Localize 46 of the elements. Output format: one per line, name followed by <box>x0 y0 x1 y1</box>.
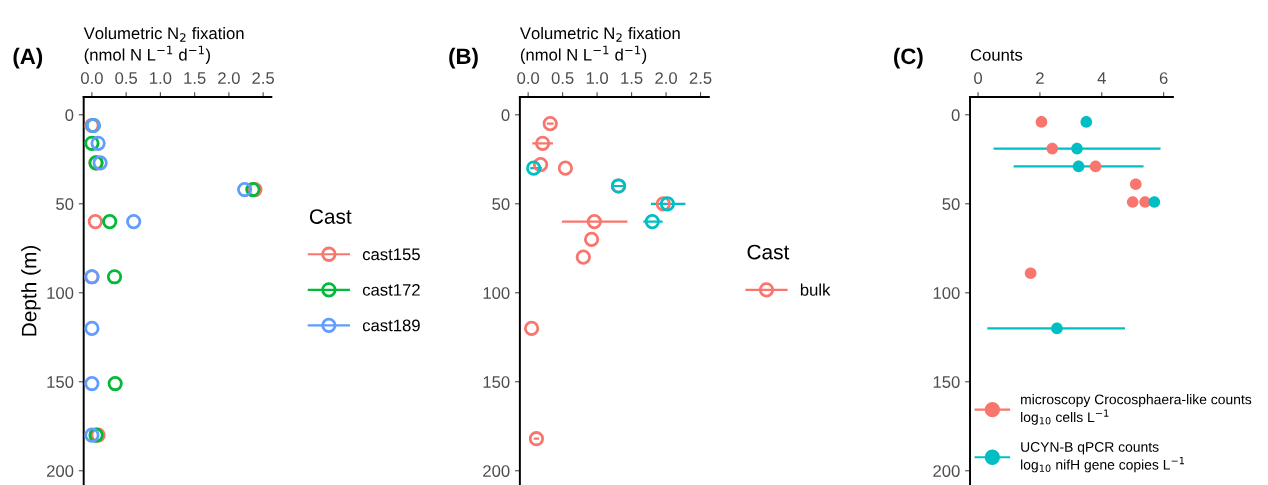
legend-label: cast172 <box>362 283 420 296</box>
legend-title: Cast <box>747 244 790 260</box>
text: Volumetric N$_{2}$ fixation (nmol N L$^{−1}$ d$^{−1}$) <box>83 27 244 64</box>
y-tick-label: 0 <box>65 109 74 121</box>
legend-title: Cast <box>309 209 352 224</box>
y-tick-label: 100 <box>47 287 74 299</box>
y-tick-label: 0 <box>501 109 510 121</box>
chart-title: (C) <box>894 47 923 69</box>
y-tick-label: 0 <box>951 109 960 121</box>
x-tick-label: 2.0 <box>655 72 677 84</box>
x-tick-label: 2.5 <box>689 72 712 84</box>
y-tick-label: 50 <box>56 198 74 210</box>
x-tick-label: 2.5 <box>252 72 275 84</box>
x-tick-label: 4 <box>1097 72 1106 84</box>
y-tick-label: 200 <box>933 465 960 477</box>
legend-label: UCYN-B qPCR counts log$_{10}$ nifH gene copies L$^{−1}$ <box>1021 442 1185 473</box>
x-tick-label: 0 <box>974 72 983 84</box>
y-tick-label: 50 <box>942 198 960 210</box>
y-tick-label: 150 <box>47 376 74 388</box>
y-tick-label: 150 <box>483 376 510 388</box>
x-tick-label: 0.0 <box>517 72 540 84</box>
x-tick-label: 0.0 <box>80 72 103 84</box>
y-tick-label: 100 <box>933 287 960 299</box>
x-tick-label: 1.0 <box>150 72 172 84</box>
x-tick-label: 0.5 <box>115 72 138 84</box>
chart-title: (B) <box>449 47 478 69</box>
x-tick-label: 1.0 <box>586 72 609 84</box>
x-tick-label: 2.0 <box>218 72 240 84</box>
legend-label: cast155 <box>362 248 420 261</box>
legend-label: cast189 <box>362 319 420 332</box>
y-axis-title: Depth (m) <box>21 245 41 336</box>
x-tick-label: 2 <box>1036 72 1044 84</box>
y-tick-label: 150 <box>933 376 960 388</box>
y-tick-label: 200 <box>47 465 74 477</box>
x-tick-label: 1.5 <box>184 72 206 84</box>
y-tick-label: 200 <box>483 465 510 477</box>
text: Volumetric N$_{2}$ fixation (nmol N L$^{−1}$ d$^{−1}$) <box>519 27 680 64</box>
y-tick-label: 100 <box>483 287 510 299</box>
legend-label: bulk <box>800 283 831 296</box>
chart-title: (A) <box>13 47 43 69</box>
x-axis-title: Counts <box>970 48 1023 61</box>
legend-label: microscopy Crocosphaera-like counts log$_{10}$ cells L$^{−1}$ <box>1021 394 1252 425</box>
y-tick-label: 50 <box>492 198 510 210</box>
x-tick-label: 0.5 <box>551 72 574 84</box>
x-tick-label: 1.5 <box>621 72 643 84</box>
x-tick-label: 6 <box>1159 72 1168 84</box>
